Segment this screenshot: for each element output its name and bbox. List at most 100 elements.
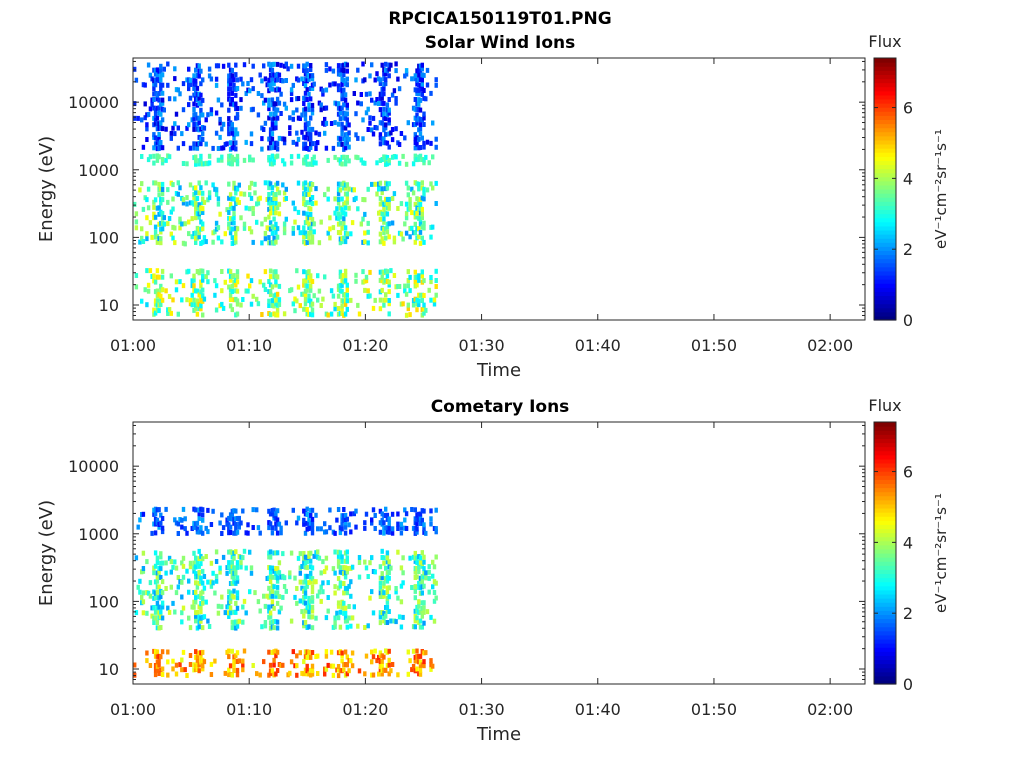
heatmap-cell xyxy=(382,127,386,133)
heatmap-cell xyxy=(201,507,205,513)
heatmap-cell xyxy=(153,595,158,601)
heatmap-cell xyxy=(418,624,423,630)
heatmap-cell xyxy=(155,298,160,304)
heatmap-cell xyxy=(164,586,168,591)
heatmap-cell xyxy=(246,288,250,294)
heatmap-cell xyxy=(309,277,313,283)
heatmap-cell xyxy=(371,131,376,137)
heatmap-cell xyxy=(282,575,287,581)
colorbar-swatch xyxy=(874,610,896,615)
heatmap-cell xyxy=(274,101,278,107)
heatmap-cell xyxy=(415,226,419,232)
heatmap-cell xyxy=(167,216,172,221)
heatmap-cell xyxy=(171,206,175,212)
heatmap-cell xyxy=(140,154,144,159)
heatmap-cell xyxy=(246,530,250,536)
heatmap-cell xyxy=(343,92,348,98)
heatmap-cell xyxy=(230,90,234,96)
y-tick-label: 1000 xyxy=(78,161,119,180)
heatmap-cell xyxy=(345,154,349,160)
heatmap-cell xyxy=(387,594,391,600)
heatmap-cell xyxy=(340,516,344,522)
heatmap-cell xyxy=(197,668,201,674)
heatmap-cell xyxy=(268,157,273,163)
heatmap-cell xyxy=(199,226,203,232)
heatmap-cell xyxy=(227,86,231,92)
heatmap-cell xyxy=(418,122,423,128)
colorbar-swatch xyxy=(874,585,896,591)
heatmap-cell xyxy=(338,583,343,589)
heatmap-cell xyxy=(225,517,229,523)
heatmap-cell xyxy=(157,610,161,616)
heatmap-cell xyxy=(201,649,205,655)
heatmap-cell xyxy=(336,287,341,292)
heatmap-cell xyxy=(305,219,309,225)
heatmap-cell xyxy=(422,186,426,192)
heatmap-cell xyxy=(343,517,348,522)
heatmap-cell xyxy=(230,226,234,232)
heatmap-cell xyxy=(241,667,245,673)
heatmap-cell xyxy=(195,298,200,304)
heatmap-cell xyxy=(192,550,196,556)
heatmap-cell xyxy=(239,564,243,570)
heatmap-cell xyxy=(385,279,390,284)
heatmap-cell xyxy=(262,127,266,132)
heatmap-cell xyxy=(268,549,273,555)
heatmap-cell xyxy=(228,201,233,207)
heatmap-cell xyxy=(333,210,337,216)
heatmap-cell xyxy=(157,615,161,621)
heatmap-cell xyxy=(415,81,419,87)
heatmap-cell xyxy=(343,239,348,245)
colorbar-swatch xyxy=(874,229,896,235)
heatmap-cell xyxy=(195,141,200,147)
heatmap-cell xyxy=(418,511,423,517)
heatmap-cell xyxy=(157,584,161,590)
colorbar-swatch xyxy=(874,103,896,108)
heatmap-cell xyxy=(434,180,438,186)
heatmap-cell xyxy=(244,565,248,571)
heatmap-cell xyxy=(239,520,243,526)
heatmap-cell xyxy=(275,307,280,313)
heatmap-cell xyxy=(216,157,221,163)
heatmap-cell xyxy=(232,609,236,615)
heatmap-cell xyxy=(153,667,158,673)
heatmap-cell xyxy=(160,181,165,187)
heatmap-cell xyxy=(415,157,419,163)
heatmap-cell xyxy=(157,604,161,610)
heatmap-cell xyxy=(343,81,348,87)
heatmap-cell xyxy=(153,653,158,659)
heatmap-cell xyxy=(272,274,276,280)
heatmap-cell xyxy=(152,160,156,166)
colorbar-swatch xyxy=(874,557,896,562)
heatmap-cell xyxy=(343,558,348,564)
heatmap-cell xyxy=(387,144,391,150)
heatmap-cell xyxy=(342,610,346,616)
heatmap-cell xyxy=(429,275,433,280)
heatmap-cell xyxy=(232,135,236,141)
heatmap-cell xyxy=(228,292,233,298)
heatmap-cell xyxy=(201,190,205,196)
heatmap-cell xyxy=(310,650,315,655)
heatmap-cell xyxy=(415,107,419,112)
heatmap-cell xyxy=(387,529,391,535)
heatmap-cell xyxy=(310,234,315,240)
heatmap-cell xyxy=(194,230,198,236)
heatmap-cell xyxy=(232,594,236,600)
heatmap-cell xyxy=(267,97,271,103)
heatmap-cell xyxy=(204,599,208,605)
x-tick-label: 02:00 xyxy=(807,336,853,355)
x-axis-ticks: 01:00 01:10 01:20 01:30 01:40 01:50 02:00 xyxy=(110,58,853,355)
heatmap-cell xyxy=(202,296,207,302)
heatmap-cell xyxy=(160,672,165,677)
heatmap-cell xyxy=(424,570,428,576)
heatmap-cell xyxy=(378,231,383,237)
heatmap-cell xyxy=(411,122,416,128)
colorbar-swatch xyxy=(874,111,896,116)
colorbar-title: Flux xyxy=(868,396,901,415)
heatmap-cell xyxy=(241,658,245,664)
heatmap-cell xyxy=(354,77,358,83)
colorbar-swatch xyxy=(874,548,896,554)
heatmap-cell xyxy=(340,570,344,576)
heatmap-cell xyxy=(382,136,386,142)
heatmap-cell xyxy=(385,595,390,601)
